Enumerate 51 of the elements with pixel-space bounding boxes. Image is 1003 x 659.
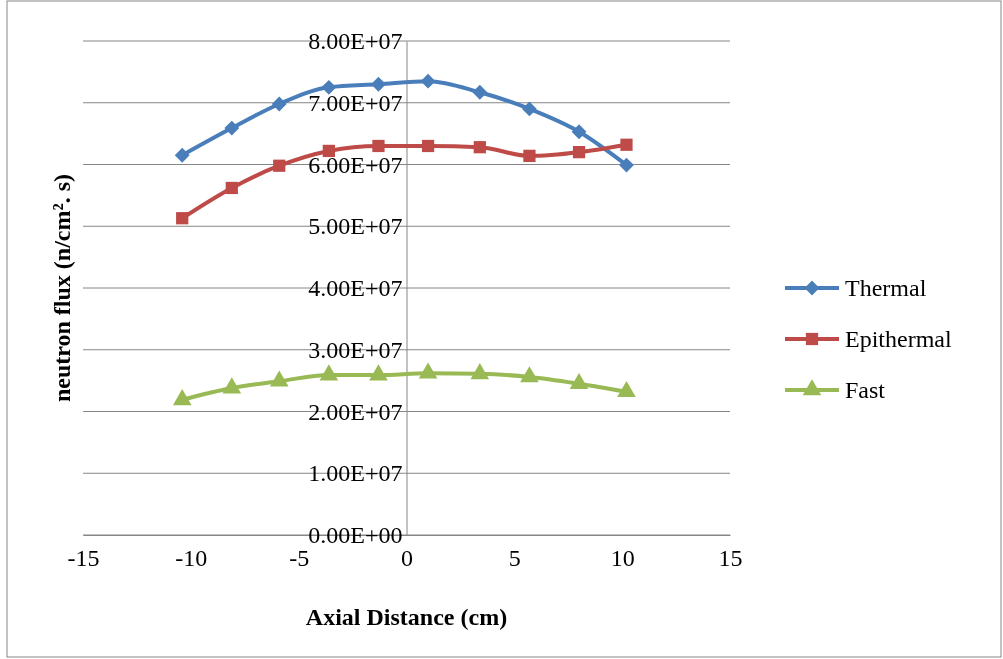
y-tick-label: 4.00E+07	[308, 275, 403, 302]
y-tick-label: 8.00E+07	[308, 28, 403, 55]
point	[176, 212, 189, 225]
point	[617, 380, 636, 398]
y-tick-label: 1.00E+07	[308, 460, 403, 487]
point	[571, 124, 587, 140]
point	[225, 181, 238, 195]
point	[269, 370, 289, 387]
point	[619, 157, 634, 173]
point	[369, 364, 388, 381]
y-axis-title: neutron flux (n/cm². s)	[49, 173, 75, 403]
y-tick-label: 2.00E+07	[308, 398, 403, 425]
legend-label: Fast	[845, 377, 886, 403]
point	[523, 149, 536, 162]
point	[473, 141, 486, 154]
point	[371, 76, 386, 92]
point	[421, 139, 435, 153]
point	[420, 73, 436, 89]
x-tick-label: -15	[67, 545, 100, 572]
y-tick-label: 3.00E+07	[308, 336, 403, 363]
point	[472, 84, 488, 100]
y-tick-label: 6.00E+07	[308, 151, 403, 178]
y-tick-label: 0.00E+00	[308, 522, 403, 549]
point	[572, 146, 586, 159]
x-tick-label: 15	[718, 545, 743, 572]
point	[522, 101, 537, 117]
x-tick-label: -5	[289, 545, 310, 572]
y-tick-label: 7.00E+07	[308, 89, 403, 116]
point	[418, 362, 438, 379]
point	[569, 372, 589, 390]
point	[620, 138, 633, 151]
x-axis-title: Axial Distance (cm)	[305, 604, 508, 630]
x-tick-label: 10	[610, 545, 635, 572]
x-tick-label: -10	[175, 545, 208, 572]
point	[222, 377, 242, 394]
point	[273, 159, 286, 172]
legend-label: Epithermal	[845, 326, 952, 352]
point	[319, 364, 339, 381]
point	[322, 144, 335, 158]
point	[224, 120, 240, 136]
point	[372, 139, 385, 153]
x-tick-label: 5	[508, 545, 521, 572]
point	[520, 366, 539, 383]
y-tick-label: 5.00E+07	[308, 213, 403, 240]
point	[470, 363, 490, 380]
point	[174, 147, 190, 163]
legend-label: Thermal	[845, 275, 927, 301]
point	[271, 96, 287, 112]
point	[321, 79, 337, 95]
x-tick-label: 0	[401, 545, 413, 572]
point	[172, 389, 192, 406]
